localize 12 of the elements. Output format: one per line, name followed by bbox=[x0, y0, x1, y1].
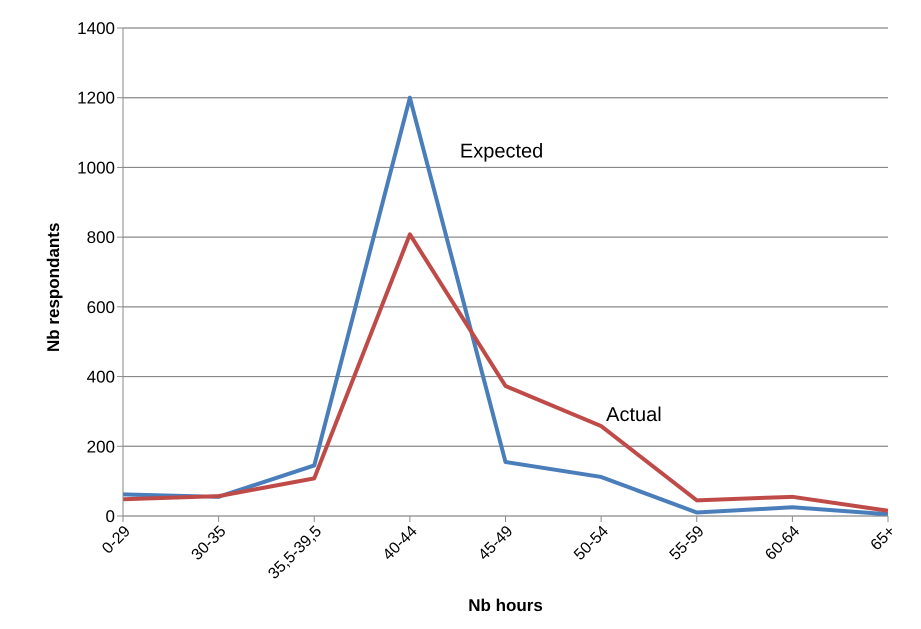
y-tick-label: 1000 bbox=[77, 158, 115, 178]
series-label: Expected bbox=[460, 140, 544, 163]
y-tick-label: 200 bbox=[86, 437, 115, 456]
y-tick-label: 400 bbox=[86, 368, 115, 387]
x-axis-title: Nb hours bbox=[468, 596, 543, 615]
y-tick-label: 1400 bbox=[77, 19, 115, 38]
x-tick-label: 65+ bbox=[868, 522, 899, 554]
y-tick-label: 800 bbox=[86, 228, 115, 248]
series-label: Actual bbox=[606, 404, 662, 426]
y-tick-label: 1200 bbox=[77, 88, 115, 108]
y-tick-label: 600 bbox=[86, 298, 115, 317]
y-axis-title: Nb respondants bbox=[44, 222, 64, 352]
